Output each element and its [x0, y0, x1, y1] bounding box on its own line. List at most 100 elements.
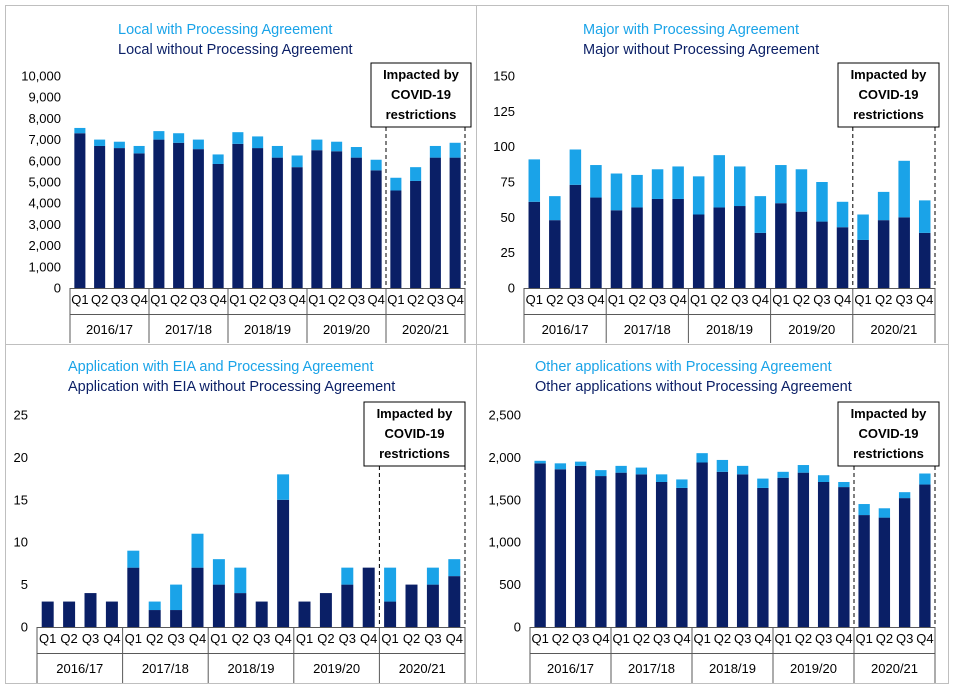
- y-tick-label: 50: [501, 210, 515, 225]
- covid-annotation-box: [363, 401, 466, 467]
- y-tick-label: 4,000: [28, 196, 61, 211]
- bar-without-agreement: [234, 593, 247, 627]
- x-tick-label-quarter: Q4: [916, 292, 933, 307]
- bar-with-agreement: [919, 473, 931, 485]
- bar-with-agreement: [192, 139, 204, 150]
- bar-without-agreement: [410, 180, 422, 288]
- x-tick-label-quarter: Q1: [210, 631, 227, 646]
- major-applications-chart: Major with Processing Agreement Major wit…: [493, 22, 940, 343]
- bar-without-agreement: [105, 601, 118, 627]
- bar-with-agreement: [655, 474, 668, 482]
- bar-without-agreement: [816, 221, 828, 288]
- x-tick-label-quarter: Q3: [82, 631, 99, 646]
- bar-without-agreement: [595, 476, 607, 627]
- bar-with-agreement: [311, 139, 323, 151]
- x-tick-label-year: 2020/21: [871, 661, 918, 676]
- covid-annotation-line-3: restrictions: [853, 446, 924, 461]
- bar-without-agreement: [528, 201, 541, 288]
- bar-without-agreement: [610, 210, 623, 288]
- bar-without-agreement: [696, 462, 708, 627]
- bar-with-agreement: [816, 182, 828, 222]
- y-tick-label: 1,000: [28, 259, 61, 274]
- bar-without-agreement: [41, 601, 54, 627]
- x-tick-label-quarter: Q1: [71, 292, 88, 307]
- y-tick-label: 1,000: [488, 535, 521, 550]
- bar-with-agreement: [341, 567, 354, 585]
- bar-without-agreement: [655, 481, 668, 627]
- bar-with-agreement: [898, 160, 910, 218]
- x-tick-label-quarter: Q1: [772, 292, 789, 307]
- bar-with-agreement: [449, 142, 461, 158]
- y-tick-label: 15: [14, 492, 28, 507]
- bar-without-agreement: [390, 190, 402, 288]
- legend-entry-without-agreement: Other applications without Processing Ag…: [535, 379, 852, 395]
- bar-with-agreement: [615, 465, 627, 473]
- x-tick-label-year: 2017/18: [624, 322, 671, 337]
- legend-entry-with-agreement: Local with Processing Agreement: [118, 22, 332, 38]
- covid-annotation-line-2: COVID-19: [391, 87, 451, 102]
- x-tick-label-quarter: Q2: [232, 631, 249, 646]
- covid-annotation-line-2: COVID-19: [859, 87, 919, 102]
- bar-without-agreement: [898, 217, 910, 288]
- bar-with-agreement: [410, 167, 422, 181]
- x-tick-label-quarter: Q4: [103, 631, 120, 646]
- x-tick-label-quarter: Q4: [592, 631, 609, 646]
- covid-annotation-line-1: Impacted by: [851, 67, 928, 82]
- bar-with-agreement: [113, 141, 125, 149]
- bar-with-agreement: [277, 474, 290, 500]
- bar-with-agreement: [569, 149, 582, 185]
- bar-with-agreement: [291, 155, 303, 168]
- bar-without-agreement: [757, 487, 769, 627]
- bar-without-agreement: [63, 601, 76, 627]
- legend-entry-without-agreement: Local without Processing Agreement: [118, 42, 353, 58]
- y-tick-label: 25: [14, 408, 28, 423]
- bar-without-agreement: [857, 239, 869, 288]
- local-applications-chart: Local with Processing Agreement Local wit…: [21, 22, 472, 343]
- covid-annotation-line-3: restrictions: [853, 107, 924, 122]
- bar-without-agreement: [777, 477, 789, 627]
- bar-with-agreement: [676, 479, 688, 488]
- bar-without-agreement: [331, 151, 343, 288]
- x-tick-label-quarter: Q1: [229, 292, 246, 307]
- x-tick-label-quarter: Q1: [774, 631, 791, 646]
- bar-with-agreement: [271, 145, 283, 158]
- bar-without-agreement: [255, 601, 268, 627]
- x-tick-label-quarter: Q2: [628, 292, 645, 307]
- bar-without-agreement: [170, 610, 183, 627]
- y-tick-label: 6,000: [28, 153, 61, 168]
- bar-without-agreement: [631, 207, 643, 288]
- bar-with-agreement: [448, 559, 461, 577]
- bar-without-agreement: [212, 163, 224, 288]
- x-tick-label-quarter: Q2: [711, 292, 728, 307]
- x-tick-label-quarter: Q2: [407, 292, 424, 307]
- bar-without-agreement: [858, 515, 870, 627]
- other-applications-chart: Other applications with Processing Agree…: [488, 359, 940, 683]
- bar-with-agreement: [797, 465, 810, 473]
- bar-without-agreement: [615, 472, 627, 627]
- bar-without-agreement: [898, 498, 911, 627]
- x-tick-label-quarter: Q2: [552, 631, 569, 646]
- x-tick-label-quarter: Q4: [752, 292, 769, 307]
- bar-with-agreement: [252, 136, 264, 149]
- x-tick-label-quarter: Q1: [125, 631, 142, 646]
- bar-without-agreement: [405, 584, 418, 627]
- bar-with-agreement: [736, 465, 749, 475]
- bar-with-agreement: [170, 584, 183, 611]
- y-tick-label: 25: [501, 245, 515, 260]
- x-tick-label-quarter: Q3: [269, 292, 286, 307]
- x-tick-label-quarter: Q1: [39, 631, 56, 646]
- x-tick-label-quarter: Q4: [835, 631, 852, 646]
- x-tick-label-quarter: Q4: [288, 292, 305, 307]
- x-tick-label-quarter: Q1: [854, 292, 871, 307]
- bar-without-agreement: [918, 232, 931, 288]
- bar-without-agreement: [94, 145, 106, 288]
- x-tick-label-quarter: Q4: [834, 292, 851, 307]
- bar-without-agreement: [84, 593, 97, 627]
- x-tick-label-quarter: Q1: [608, 292, 625, 307]
- bar-with-agreement: [191, 533, 204, 568]
- y-tick-label: 125: [493, 104, 515, 119]
- bar-without-agreement: [153, 139, 165, 288]
- bar-without-agreement: [817, 481, 830, 627]
- bar-without-agreement: [362, 567, 375, 627]
- bar-without-agreement: [775, 203, 787, 288]
